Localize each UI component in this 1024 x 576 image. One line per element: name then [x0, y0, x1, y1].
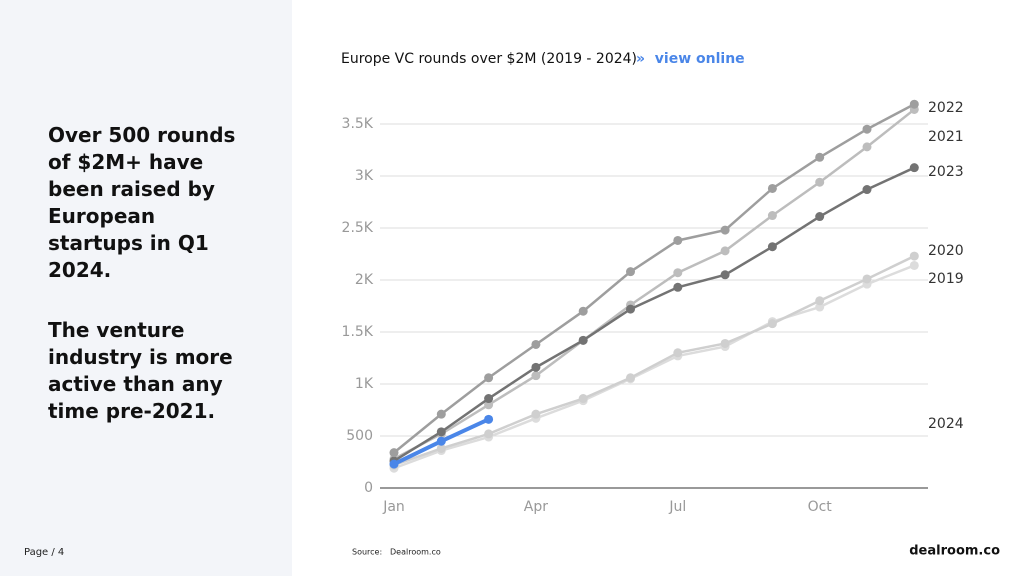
data-point	[909, 260, 919, 270]
data-point	[626, 267, 635, 277]
data-point	[909, 251, 919, 261]
y-tick-label: 500	[346, 428, 373, 444]
data-point	[673, 235, 683, 245]
chart-title: Europe VC rounds over $2M (2019 - 2024)	[341, 51, 637, 67]
y-tick-label: 2.5K	[342, 220, 374, 236]
series-line	[393, 254, 915, 467]
data-point	[626, 373, 635, 383]
data-point	[815, 212, 825, 222]
data-point	[720, 225, 730, 235]
series-label: 2020	[928, 243, 964, 259]
series-label: 2019	[928, 271, 964, 287]
data-point	[436, 436, 446, 446]
data-point	[531, 409, 541, 419]
data-point	[767, 242, 777, 252]
y-tick-label: 3.5K	[342, 116, 374, 132]
series-line	[393, 166, 915, 463]
x-tick-label: Oct	[808, 499, 833, 515]
series-label: 2023	[928, 164, 964, 180]
data-point	[484, 394, 494, 404]
data-point	[484, 414, 494, 424]
data-point	[673, 348, 683, 358]
series-line	[393, 108, 916, 460]
data-point	[389, 448, 399, 458]
y-tick-label: 3K	[355, 168, 374, 184]
data-point	[909, 99, 919, 109]
data-point	[436, 443, 446, 453]
data-point	[578, 306, 588, 316]
data-point	[578, 335, 588, 345]
data-point	[720, 270, 730, 280]
series-label: 2022	[928, 100, 964, 116]
series-label: 2024	[928, 416, 964, 432]
data-point	[720, 338, 730, 348]
data-point	[909, 163, 919, 173]
x-tick-label: Jan	[382, 499, 405, 515]
page-number: Page / 4	[24, 547, 64, 558]
y-tick-label: 1.5K	[342, 324, 374, 340]
data-point	[531, 362, 541, 372]
y-tick-label: 0	[364, 480, 373, 496]
y-tick-label: 2K	[355, 272, 374, 288]
data-point	[720, 246, 730, 256]
data-point	[862, 274, 872, 284]
data-point	[626, 304, 635, 314]
data-point	[862, 142, 872, 152]
series-line	[393, 103, 915, 454]
data-point	[862, 185, 872, 195]
series-line	[393, 264, 915, 470]
data-point	[815, 296, 825, 306]
data-point	[436, 409, 446, 419]
data-point	[815, 152, 825, 162]
x-tick-label: Apr	[524, 499, 548, 515]
data-point	[389, 459, 399, 469]
data-point	[673, 268, 683, 278]
data-point	[436, 427, 446, 437]
data-point	[531, 371, 541, 381]
series-label: 2021	[928, 129, 964, 145]
data-point	[484, 429, 494, 439]
headline: The venture industry is more active than…	[48, 318, 233, 423]
view-online-link[interactable]: » view online	[636, 51, 745, 67]
data-point	[673, 282, 683, 292]
side-panel	[0, 0, 292, 576]
data-point	[767, 319, 777, 329]
data-point	[767, 211, 777, 221]
source-label: Source:	[352, 548, 382, 557]
data-point	[484, 373, 494, 383]
source: Dealroom.co	[390, 548, 441, 557]
y-tick-label: 1K	[355, 376, 374, 392]
data-point	[862, 124, 872, 134]
data-point	[815, 302, 825, 312]
data-point	[484, 400, 494, 410]
data-point	[578, 394, 588, 404]
data-point	[815, 177, 825, 187]
logo: dealroom.co	[909, 544, 1000, 559]
headline: Over 500 rounds of $2M+ have been raised…	[48, 123, 236, 282]
data-point	[531, 339, 541, 349]
x-tick-label: Jul	[668, 499, 686, 515]
data-point	[767, 183, 777, 193]
